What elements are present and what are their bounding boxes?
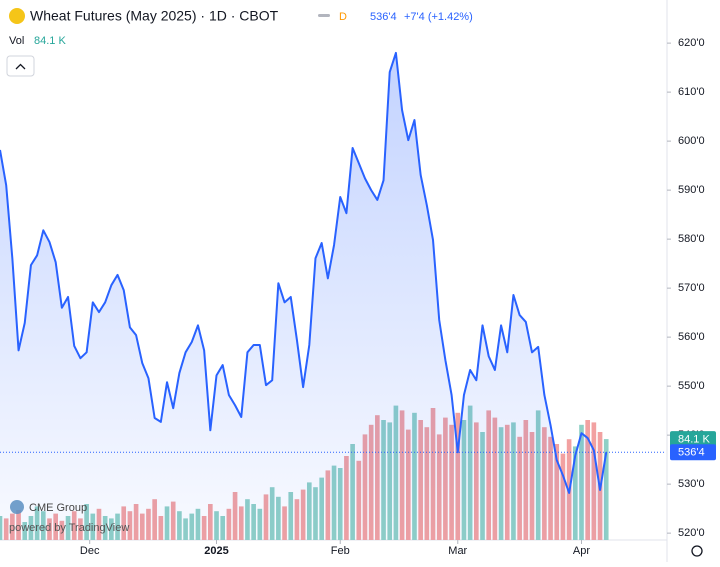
y-tick-label: 520'0 [678,527,705,539]
y-tick-label: 610'0 [678,86,705,98]
y-tick-label: 580'0 [678,233,705,245]
last-price: 536'4 [370,11,397,23]
collapse-icon [15,63,26,70]
cme-logo [10,500,24,514]
x-tick-label: Mar [448,545,467,557]
price-area [0,52,607,540]
symbol-icon [9,8,25,24]
y-tick-label: 530'0 [678,478,705,490]
volume-pill-label: 84.1 K [678,433,710,445]
settings-icon[interactable] [691,545,703,557]
y-tick-label: 550'0 [678,380,705,392]
watermark-powered: powered by TradingView [9,522,129,534]
volume-title: Vol [9,35,24,47]
x-tick-label: 2025 [204,545,228,557]
y-tick-label: 590'0 [678,184,705,196]
watermark: CME Group powered by TradingView [9,500,129,534]
chart-title: Wheat Futures (May 2025) · 1D · CBOT [30,8,279,24]
y-tick-label: 570'0 [678,282,705,294]
x-tick-label: Feb [331,545,350,557]
volume-pill [670,431,716,448]
gear[interactable] [691,545,703,557]
header: Wheat Futures (May 2025) · 1D · CBOT D 5… [6,8,473,77]
status-dash [318,14,330,17]
price-pill-label: 536'4 [678,447,705,459]
x-tick-label: Apr [573,545,590,557]
y-tick-label: 600'0 [678,135,705,147]
y-tick-label: 620'0 [678,37,705,49]
x-tick-label: Dec [80,545,100,557]
y-tick-label: 560'0 [678,331,705,343]
price-change: +7'4 (+1.42%) [404,11,473,23]
source-badge: D [339,11,347,23]
watermark-brand: CME Group [29,502,87,514]
collapse-button[interactable] [6,55,35,77]
price-line [0,51,608,494]
price-pill [670,444,716,461]
volume-value: 84.1 K [34,35,66,47]
